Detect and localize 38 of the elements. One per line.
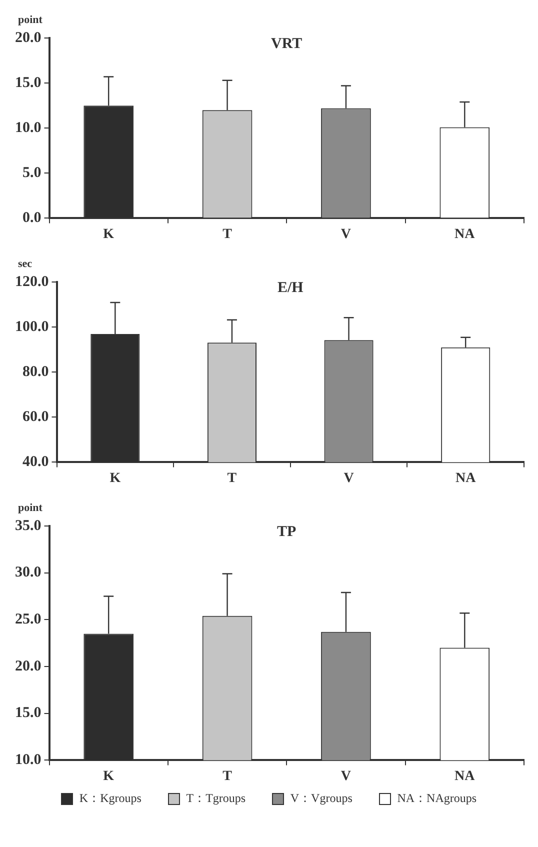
x-tick-label: T: [227, 471, 238, 486]
x-tick-label: T: [222, 769, 233, 784]
y-axis-title: point: [18, 14, 43, 26]
y-tick-label: 35.0: [15, 518, 42, 534]
x-tick-label: K: [103, 769, 114, 784]
y-tick-label: 40.0: [22, 454, 49, 470]
y-tick-label: 10.0: [15, 752, 42, 768]
x-tick-label: NA: [454, 769, 476, 784]
text: T：Tgroups: [186, 790, 246, 807]
y-tick-label: 120.0: [15, 274, 49, 290]
chart-title: TP: [277, 524, 296, 540]
y-tick-label: 60.0: [22, 409, 49, 426]
y-tick-label: 30.0: [15, 564, 42, 581]
y-tick-label: 100.0: [15, 318, 49, 335]
text: NA：NAgroups: [397, 790, 477, 807]
y-tick-label: 0.0: [22, 210, 42, 226]
chart-title: E/H: [277, 280, 304, 296]
text: K：Kgroups: [79, 790, 142, 807]
y-axis-title: point: [18, 502, 43, 514]
chart-title: VRT: [271, 36, 302, 52]
y-tick-label: 20.0: [15, 658, 42, 674]
y-tick-label: 5.0: [22, 165, 42, 182]
y-tick-label: 15.0: [15, 705, 42, 722]
x-tick-label: NA: [455, 471, 477, 486]
y-axis-title: sec: [18, 258, 32, 270]
y-tick-label: 80.0: [22, 364, 49, 380]
x-tick-label: V: [340, 769, 352, 784]
x-tick-label: K: [103, 227, 114, 242]
text: V：Vgroups: [290, 790, 352, 807]
y-tick-label: 15.0: [15, 74, 42, 91]
x-tick-label: V: [340, 227, 352, 242]
x-tick-label: T: [222, 227, 233, 242]
y-tick-label: 10.0: [15, 120, 42, 136]
x-tick-label: K: [110, 471, 121, 486]
y-tick-label: 25.0: [15, 612, 42, 628]
x-tick-label: V: [344, 471, 354, 486]
y-tick-label: 20.0: [15, 30, 42, 46]
x-tick-label: NA: [454, 227, 476, 242]
